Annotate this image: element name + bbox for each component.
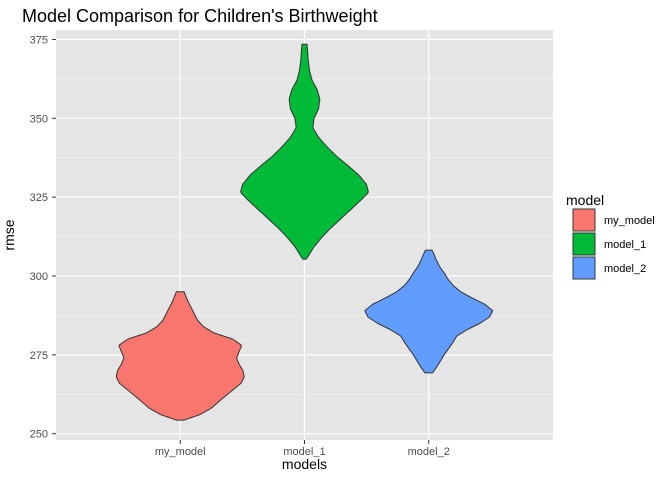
y-axis: 250 275 300 325 350 375 bbox=[30, 34, 56, 441]
violin-my_model bbox=[115, 291, 245, 421]
y-tick-label: 300 bbox=[30, 271, 48, 283]
x-tick-label: model_2 bbox=[408, 446, 450, 458]
y-tick-label: 275 bbox=[30, 350, 48, 362]
y-tick-label: 250 bbox=[30, 429, 48, 441]
violins bbox=[115, 43, 494, 421]
y-tick-label: 325 bbox=[30, 192, 48, 204]
legend-title: model bbox=[566, 192, 604, 208]
legend-label-my_model: my_model bbox=[604, 215, 655, 227]
violin-model_1 bbox=[240, 43, 369, 260]
legend: model my_model model_1 model_2 bbox=[566, 192, 655, 280]
y-axis-title: rmse bbox=[1, 219, 17, 250]
chart-title: Model Comparison for Children's Birthwei… bbox=[22, 6, 378, 26]
y-tick-label: 350 bbox=[30, 113, 48, 125]
x-axis: my_model model_1 model_2 bbox=[155, 440, 450, 458]
legend-label-model_1: model_1 bbox=[604, 239, 646, 251]
y-tick-label: 375 bbox=[30, 34, 48, 46]
legend-label-model_2: model_2 bbox=[604, 263, 646, 275]
legend-key-my_model bbox=[572, 208, 596, 232]
x-tick-label: my_model bbox=[155, 446, 206, 458]
legend-key-model_1 bbox=[572, 232, 596, 256]
x-axis-title: models bbox=[282, 456, 327, 472]
violin-model_2 bbox=[364, 249, 494, 374]
x-tick-label: model_1 bbox=[283, 446, 325, 458]
legend-key-model_2 bbox=[572, 256, 596, 280]
